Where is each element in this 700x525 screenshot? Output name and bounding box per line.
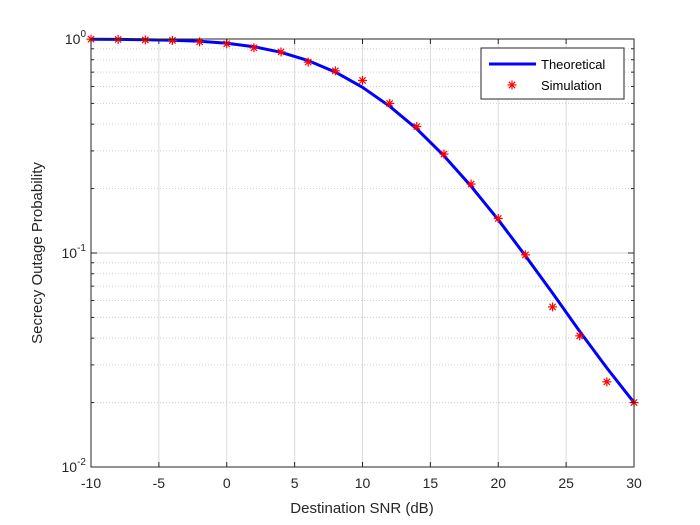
x-tick-label: -10	[81, 475, 101, 491]
x-tick-label: -5	[153, 475, 166, 491]
simulation-point-stroke	[304, 58, 312, 66]
simulation-point	[602, 377, 612, 387]
simulation-point	[412, 122, 422, 132]
x-tick-label: 25	[558, 475, 574, 491]
y-tick-label: 100	[65, 29, 87, 47]
simulation-point-stroke	[196, 38, 204, 46]
legend-simulation-marker	[507, 80, 517, 90]
y-tick-label: 10-2	[62, 457, 87, 475]
simulation-point	[358, 75, 367, 85]
simulation-point-stroke	[358, 76, 367, 85]
simulation-point	[249, 43, 259, 53]
simulation-point-stroke	[141, 36, 149, 44]
simulation-point-stroke	[250, 44, 258, 52]
x-tick-label: 30	[626, 475, 642, 491]
simulation-point	[493, 213, 503, 223]
legend-theoretical-label: Theoretical	[541, 57, 605, 72]
y-tick-label: 10-1	[62, 243, 87, 261]
legend: Theoretical Simulation	[480, 47, 625, 100]
ticks: -10 -5 0 5 10 15 20 25 30 100 10-1 10-2	[62, 29, 642, 491]
simulation-point	[439, 149, 449, 159]
x-tick-label: 20	[490, 475, 506, 491]
theoretical-line	[90, 37, 636, 404]
simulation-point-stroke	[277, 48, 285, 56]
simulation-point	[507, 80, 517, 90]
simulation-point	[303, 57, 313, 67]
x-axis-label: Destination SNR (dB)	[290, 500, 433, 517]
simulation-point	[520, 250, 530, 260]
legend-simulation-label: Simulation	[541, 78, 602, 93]
simulation-point-stroke	[494, 214, 502, 223]
simulation-point-stroke	[548, 303, 557, 311]
simulation-point	[385, 98, 395, 108]
simulation-point-stroke	[603, 378, 611, 386]
simulation-point-stroke	[168, 36, 177, 44]
simulation-point	[575, 331, 585, 341]
simulation-point-stroke	[467, 180, 475, 188]
simulation-point-stroke	[576, 332, 584, 340]
simulation-point-stroke	[386, 99, 394, 107]
legend-box	[480, 47, 625, 100]
y-axis-label: Secrecy Outage Probability	[29, 162, 46, 344]
simulation-point-stroke	[440, 150, 448, 158]
simulation-point	[548, 302, 558, 312]
x-tick-label: 10	[355, 475, 371, 491]
simulation-point	[466, 179, 476, 189]
x-tick-label: 0	[223, 475, 231, 491]
x-tick-label: 15	[423, 475, 439, 491]
simulation-point-stroke	[413, 122, 421, 131]
simulation-point-stroke	[521, 251, 529, 259]
simulation-point-stroke	[331, 67, 339, 75]
simulation-point-stroke	[508, 81, 516, 89]
simulation-point	[140, 35, 150, 45]
simulation-point	[276, 47, 286, 57]
x-tick-label: 5	[291, 475, 299, 491]
simulation-point	[330, 66, 340, 76]
grid	[91, 39, 634, 467]
simulation-point	[167, 35, 177, 45]
